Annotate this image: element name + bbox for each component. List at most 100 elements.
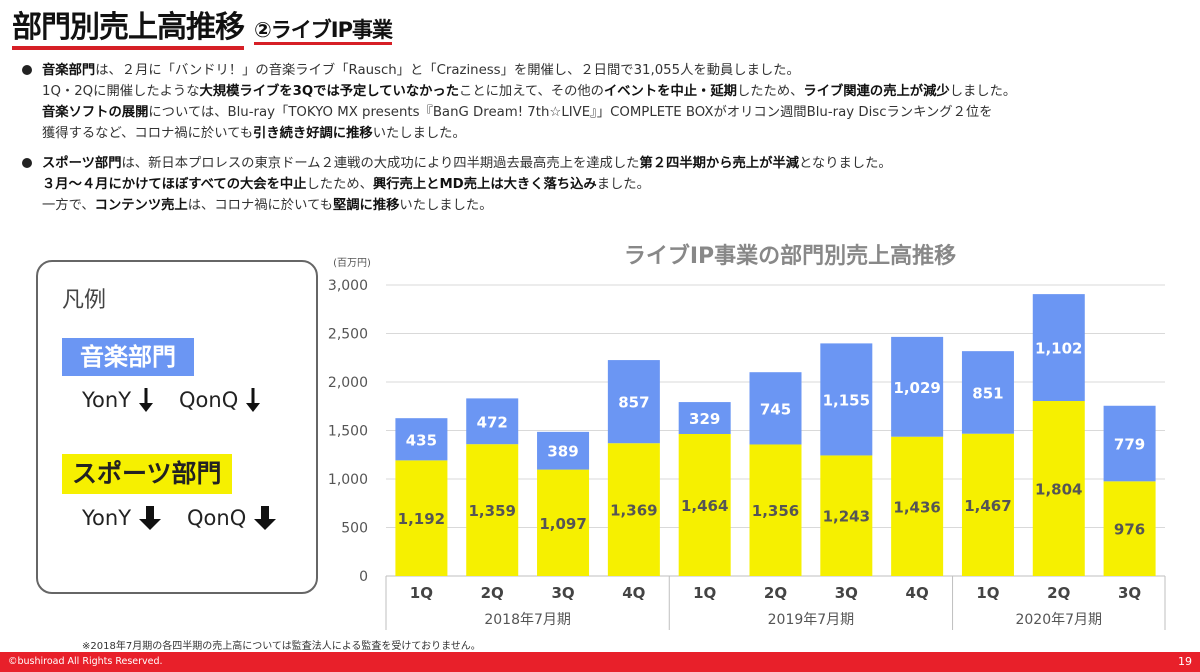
bullet-emphasis: コンテンツ売上 xyxy=(94,198,188,213)
bar-sports xyxy=(749,444,802,576)
page-title: 部門別売上高推移 ②ライブIP事業 xyxy=(12,2,393,50)
bar-sports xyxy=(891,436,944,576)
footnote: ※2018年7月期の各四半期の売上高については監査法人による監査を受けておりませ… xyxy=(82,641,481,652)
bar-music xyxy=(395,418,448,461)
arrow-down-bold-icon xyxy=(254,506,277,530)
bar-music xyxy=(749,372,802,445)
bullet-emphasis: 第２四半期から売上が半減 xyxy=(639,156,799,171)
data-label-music: 779 xyxy=(1114,436,1145,454)
bar-music xyxy=(466,398,519,445)
x-tick-label: 3Q xyxy=(835,584,858,602)
bullet-text: となりました。 xyxy=(799,156,892,171)
bullet-text: いたしました。 xyxy=(399,198,493,213)
bullet-dot-icon xyxy=(22,158,32,168)
bar-music xyxy=(1103,405,1156,482)
bullet-2: スポーツ部門は、新日本プロレスの東京ドーム２連戦の大成功により四半期過去最高売上… xyxy=(22,153,1192,216)
bullet-line: 一方で、コンテンツ売上は、コロナ禍に於いても堅調に推移いたしました。 xyxy=(42,195,1192,216)
data-label-sports: 1,804 xyxy=(1035,481,1082,499)
data-label-sports: 1,464 xyxy=(681,497,728,515)
bullet-line: ３月～４月にかけてほぼすべての大会を中止したため、興行売上とMD売上は大きく落ち… xyxy=(42,174,1192,195)
bullet-emphasis: ３月～４月にかけてほぼすべての大会を中止 xyxy=(42,177,307,192)
x-tick-label: 3Q xyxy=(1118,584,1141,602)
bar-sports xyxy=(678,433,731,576)
bar-music xyxy=(537,431,590,470)
data-label-music: 1,102 xyxy=(1035,340,1082,358)
bullet-text: いたしました。 xyxy=(372,126,466,141)
bullet-emphasis: 引き続き好調に推移 xyxy=(253,126,373,141)
bar-sports xyxy=(395,460,448,576)
data-label-music: 745 xyxy=(760,400,791,418)
bullet-text: は、２月に「バンドリ！」の音楽ライブ「Rausch」と「Craziness」を開… xyxy=(95,63,800,78)
bar-sports xyxy=(1103,481,1156,576)
data-label-music: 851 xyxy=(972,384,1003,402)
data-label-sports: 1,467 xyxy=(964,497,1011,515)
copyright-text: ©bushiroad All Rights Reserved. xyxy=(8,656,163,667)
legend-music-label: 音楽部門 xyxy=(62,338,194,376)
page-title-main: 部門別売上高推移 xyxy=(12,10,245,50)
x-tick-label: 2Q xyxy=(481,584,504,602)
data-label-music: 857 xyxy=(618,394,649,412)
legend-music-qonq: QonQ xyxy=(179,388,239,412)
summary-bullets: 音楽部門は、２月に「バンドリ！」の音楽ライブ「Rausch」と「Crazines… xyxy=(22,60,1192,225)
bar-sports xyxy=(466,444,519,576)
bullet-line: 獲得するなど、コロナ禍に於いても引き続き好調に推移いたしました。 xyxy=(42,123,1192,144)
data-label-sports: 1,359 xyxy=(469,502,516,520)
bullet-text: ことに加えて、その他の xyxy=(459,84,604,99)
data-label-sports: 1,192 xyxy=(398,510,445,528)
legend-title: 凡例 xyxy=(62,288,107,313)
bar-music xyxy=(891,336,944,437)
x-tick-label: 1Q xyxy=(410,584,433,602)
bar-sports xyxy=(820,455,873,576)
bar-music xyxy=(607,360,660,444)
group-label: 2019年7月期 xyxy=(768,612,855,628)
group-label: 2020年7月期 xyxy=(1015,612,1102,628)
bar-sports xyxy=(1032,401,1085,576)
legend-sports-trend: YonY QonQ xyxy=(82,506,277,530)
legend-sports-yony: YonY xyxy=(82,506,132,530)
bullet-emphasis: 興行売上とMD売上は大きく落ち込み xyxy=(372,177,597,192)
bullet-line: スポーツ部門は、新日本プロレスの東京ドーム２連戦の大成功により四半期過去最高売上… xyxy=(42,153,1192,174)
legend-music-yony: YonY xyxy=(82,388,132,412)
data-label-sports: 976 xyxy=(1114,521,1145,539)
bar-music xyxy=(678,402,731,434)
y-tick-label: 2,500 xyxy=(328,327,368,343)
bullet-dot-icon xyxy=(22,65,32,75)
y-tick-label: 1,000 xyxy=(328,472,368,488)
x-tick-label: 2Q xyxy=(1047,584,1070,602)
bar-music xyxy=(820,343,873,456)
bullet-text: 1Q・2Qに開催したような xyxy=(42,84,200,99)
bullet-line: 音楽ソフトの展開については、Blu-ray「TOKYO MX presents『… xyxy=(42,102,1192,123)
y-tick-label: 3,000 xyxy=(328,278,368,294)
bar-music xyxy=(961,351,1014,434)
bullet-emphasis: 堅調に推移 xyxy=(332,198,400,213)
x-tick-label: 3Q xyxy=(551,584,574,602)
bullet-text: したため、 xyxy=(736,84,804,99)
chart-title: ライブIP事業の部門別売上高推移 xyxy=(623,244,957,269)
bullet-1: 音楽部門は、２月に「バンドリ！」の音楽ライブ「Rausch」と「Crazines… xyxy=(22,60,1192,144)
bullet-line: 1Q・2Qに開催したような大規模ライブを3Qでは予定していなかったことに加えて、… xyxy=(42,81,1192,102)
data-label-sports: 1,097 xyxy=(539,515,586,533)
legend-sports-qonq: QonQ xyxy=(187,506,247,530)
data-label-sports: 1,243 xyxy=(823,508,870,526)
y-tick-label: 0 xyxy=(359,569,368,585)
bullet-emphasis: イベントを中止・延期 xyxy=(603,84,737,99)
data-label-music: 1,155 xyxy=(823,391,870,409)
x-tick-label: 2Q xyxy=(764,584,787,602)
bullet-emphasis: 音楽ソフトの展開 xyxy=(42,105,149,120)
y-tick-label: 500 xyxy=(341,521,368,537)
arrow-down-icon xyxy=(139,388,154,412)
bullet-text: したため、 xyxy=(306,177,373,192)
data-label-music: 329 xyxy=(689,410,720,428)
y-unit-label: (百万円) xyxy=(333,257,371,269)
x-tick-label: 1Q xyxy=(693,584,716,602)
legend-sports-label: スポーツ部門 xyxy=(62,454,232,494)
x-tick-label: 4Q xyxy=(622,584,645,602)
arrow-down-icon xyxy=(246,388,261,412)
bullet-emphasis: 大規模ライブを3Qでは予定していなかった xyxy=(199,84,460,99)
data-label-music: 435 xyxy=(406,431,437,449)
bullet-text: ました。 xyxy=(596,177,650,192)
legend-music-trend: YonY QonQ xyxy=(82,388,261,412)
footer-bar: ©bushiroad All Rights Reserved. 19 xyxy=(0,652,1200,672)
bullet-emphasis: 音楽部門 xyxy=(42,63,96,78)
data-label-music: 472 xyxy=(477,413,508,431)
